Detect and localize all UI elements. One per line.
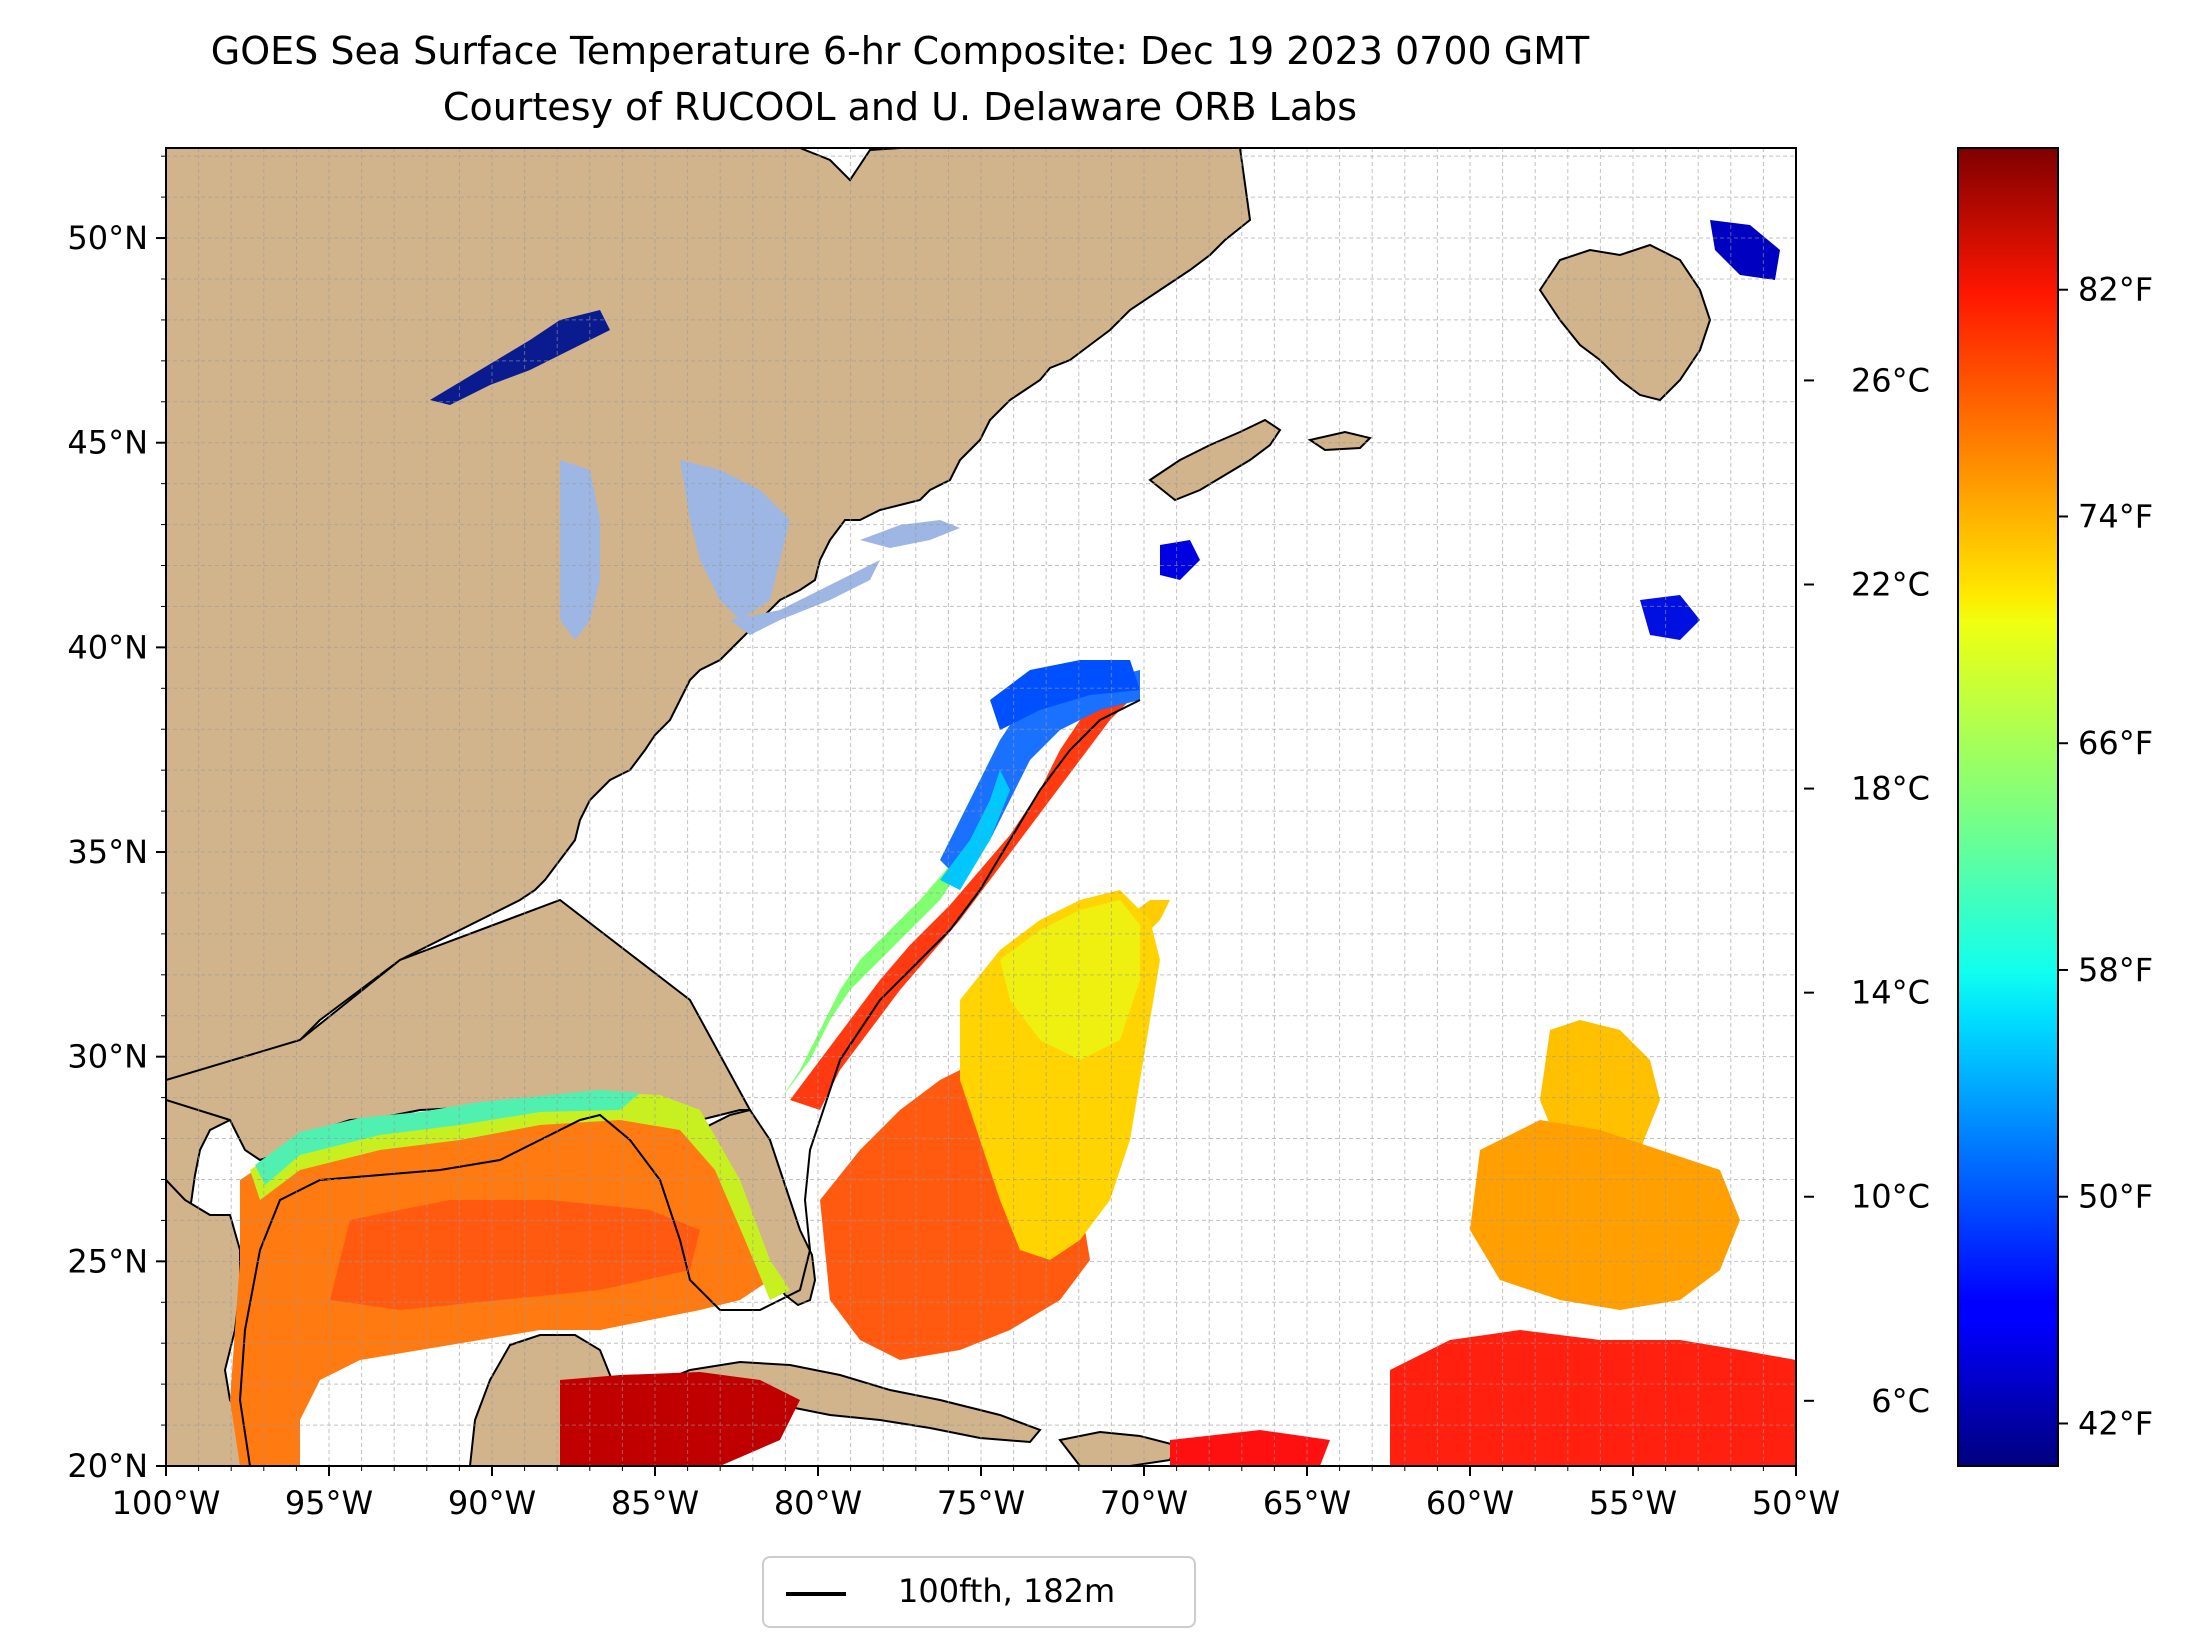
colorbar-f-label: 66°F [2078,724,2153,762]
map-title: GOES Sea Surface Temperature 6-hr Compos… [210,29,1590,73]
lon-tick-label: 85°W [611,1484,699,1522]
map-subtitle: Courtesy of RUCOOL and U. Delaware ORB L… [442,85,1358,129]
legend-isobath-line [786,1592,846,1596]
latitude-axis: 20°N 25°N 30°N 35°N 40°N 45°N 50°N [67,155,166,1485]
colorbar-f-label: 42°F [2078,1404,2153,1442]
lat-tick-label: 50°N [67,219,148,257]
legend: 100fth, 182m [762,1556,1196,1628]
colorbar-c-label: 14°C [1851,974,1930,1012]
lat-tick-label: 35°N [67,833,148,871]
lon-tick-label: 50°W [1752,1484,1840,1522]
lat-tick-label: 40°N [67,628,148,666]
longitude-axis: 100°W 95°W 90°W 85°W 80°W 75°W 70°W 65°W 60°W 55°… [112,1466,1840,1522]
colorbar-f-label: 82°F [2078,271,2153,309]
colorbar-fahrenheit-axis: 42°F 50°F 58°F 66°F 74°F 82°F [2058,271,2153,1442]
lat-tick-label: 30°N [67,1038,148,1076]
lon-tick-label: 80°W [774,1484,862,1522]
lon-tick-label: 95°W [285,1484,373,1522]
colorbar-f-label: 58°F [2078,951,2153,989]
colorbar-c-label: 26°C [1851,361,1930,399]
lat-tick-label: 20°N [67,1447,148,1485]
colorbar-c-label: 18°C [1851,770,1930,808]
lon-tick-label: 75°W [937,1484,1025,1522]
lat-tick-label: 25°N [67,1242,148,1280]
colorbar-f-label: 50°F [2078,1178,2153,1216]
colorbar-c-label: 6°C [1871,1382,1930,1420]
sst-patches [230,220,1796,1466]
colorbar [1957,147,2059,1467]
great-lakes [430,310,960,640]
lat-tick-label: 45°N [67,424,148,462]
legend-isobath-label: 100fth, 182m [898,1572,1116,1610]
colorbar-c-label: 22°C [1851,565,1930,603]
colorbar-f-label: 74°F [2078,497,2153,535]
colorbar-c-label: 10°C [1851,1178,1930,1216]
lon-tick-label: 65°W [1263,1484,1351,1522]
map-content [166,148,1796,1466]
lon-tick-label: 55°W [1589,1484,1677,1522]
graticule-grid [166,148,1796,1466]
lon-tick-label: 90°W [448,1484,536,1522]
lon-tick-label: 70°W [1100,1484,1188,1522]
colorbar-celsius-axis: 6°C 10°C 14°C 18°C 22°C 26°C [1804,361,1930,1420]
nova-scotia-land [1148,418,1282,502]
lon-tick-label: 100°W [112,1484,221,1522]
lon-tick-label: 60°W [1426,1484,1514,1522]
